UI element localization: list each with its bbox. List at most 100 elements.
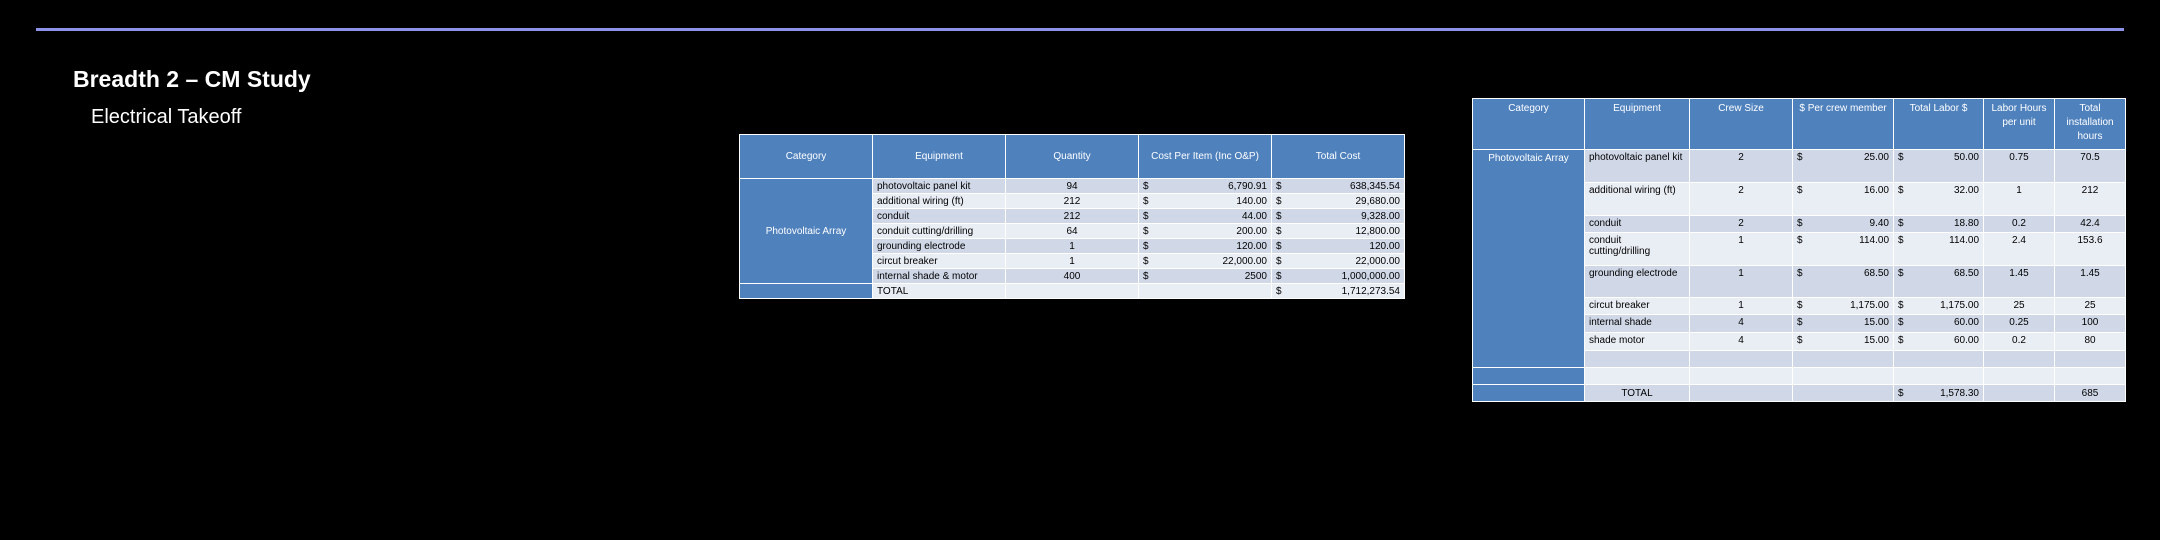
labor-cell: $1,578.30: [1893, 384, 1984, 402]
cost-cell: $120.00: [1138, 238, 1272, 254]
column-header: Category: [1472, 98, 1585, 150]
category-cell: [1472, 384, 1585, 402]
money: $1,175.00: [1797, 300, 1889, 311]
amount: 1,000,000.00: [1341, 270, 1400, 282]
data-row: circut breaker 1 $1,175.00 $1,175.00 25 25: [1473, 297, 2126, 315]
money: $1,578.30: [1898, 388, 1979, 399]
money: $140.00: [1143, 196, 1267, 207]
column-header: Total Labor $: [1893, 98, 1984, 150]
money: $15.00: [1797, 317, 1889, 328]
total-cell: $1,712,273.54: [1271, 283, 1405, 299]
currency-sign: $: [1276, 255, 1282, 267]
crew-cell: 2: [1689, 149, 1793, 183]
total-row: TOTAL $1,712,273.54: [739, 283, 1405, 299]
money: $25.00: [1797, 152, 1889, 163]
money: $120.00: [1143, 241, 1267, 252]
quantity-cell: 1: [1005, 253, 1139, 269]
labor-table: Category Equipment Crew Size $ Per crew mem…: [1472, 98, 2126, 402]
currency-sign: $: [1276, 195, 1282, 207]
amount: 18.80: [1953, 218, 1979, 229]
total-cell: $638,345.54: [1271, 178, 1405, 194]
money: $50.00: [1898, 152, 1979, 163]
crew-cell: 4: [1689, 332, 1793, 351]
install-cell: 1.45: [2054, 265, 2126, 298]
labor-cell: $18.80: [1893, 215, 1984, 233]
empty-cell: [1792, 367, 1894, 385]
equipment-cell: photovoltaic panel kit: [872, 178, 1006, 194]
amount: 12,800.00: [1355, 225, 1401, 237]
data-row: additional wiring (ft) 2 $16.00 $32.00 1 212: [1473, 182, 2126, 216]
currency-sign: $: [1143, 240, 1149, 252]
per-cell: $25.00: [1792, 149, 1894, 183]
equipment-cell: grounding electrode: [1584, 265, 1690, 298]
amount: 638,345.54: [1349, 180, 1400, 192]
equipment-cell: conduit: [1584, 215, 1690, 233]
currency-sign: $: [1898, 300, 1904, 311]
currency-sign: $: [1797, 317, 1803, 328]
header-row: Category Equipment Crew Size $ Per crew mem…: [1472, 98, 2126, 150]
column-header: Cost Per Item (Inc O&P): [1138, 134, 1272, 179]
category-cell: [1472, 367, 1585, 385]
currency-sign: $: [1143, 180, 1149, 192]
header-row: Category Equipment Quantity Cost Per Item (…: [739, 134, 1405, 179]
currency-sign: $: [1797, 185, 1803, 196]
money: $22,000.00: [1143, 256, 1267, 267]
empty-cell: [1893, 350, 1984, 368]
column-header: Category: [739, 134, 873, 179]
equipment-cell: conduit cutting/drilling: [1584, 232, 1690, 266]
total-cell: $22,000.00: [1271, 253, 1405, 269]
top-rule: [36, 28, 2124, 31]
total-cell: $29,680.00: [1271, 193, 1405, 209]
labor-cell: $60.00: [1893, 314, 1984, 333]
amount: 22,000.00: [1355, 255, 1401, 267]
per-cell: $9.40: [1792, 215, 1894, 233]
currency-sign: $: [1898, 235, 1904, 246]
per-cell: $15.00: [1792, 332, 1894, 351]
equipment-cell: circut breaker: [872, 253, 1006, 269]
currency-sign: $: [1797, 300, 1803, 311]
money: $6,790.91: [1143, 181, 1267, 192]
money: $29,680.00: [1276, 196, 1400, 207]
amount: 120.00: [1236, 240, 1267, 252]
install-cell: 100: [2054, 314, 2126, 333]
column-header: Quantity: [1005, 134, 1139, 179]
amount: 9.40: [1869, 218, 1889, 229]
labor-cell: $114.00: [1893, 232, 1984, 266]
amount: 15.00: [1863, 335, 1889, 346]
money: $22,000.00: [1276, 256, 1400, 267]
equipment-cell: internal shade & motor: [872, 268, 1006, 284]
install-cell: 25: [2054, 297, 2126, 315]
amount: 6,790.91: [1228, 180, 1267, 192]
hours-cell: 0.75: [1983, 149, 2055, 183]
equipment-cell: additional wiring (ft): [1584, 182, 1690, 216]
currency-sign: $: [1797, 218, 1803, 229]
currency-sign: $: [1276, 180, 1282, 192]
data-row: conduit 2 $9.40 $18.80 0.2 42.4: [1473, 215, 2126, 233]
cost-table: Category Equipment Quantity Cost Per Item (…: [739, 134, 1405, 299]
cost-cell: $22,000.00: [1138, 253, 1272, 269]
amount: 16.00: [1863, 185, 1889, 196]
total-cell: $120.00: [1271, 238, 1405, 254]
amount: 44.00: [1241, 210, 1267, 222]
amount: 120.00: [1369, 240, 1400, 252]
money: $60.00: [1898, 335, 1979, 346]
equipment-cell: shade motor: [1584, 332, 1690, 351]
column-header: Labor Hours per unit: [1983, 98, 2055, 150]
equipment-cell: circut breaker: [1584, 297, 1690, 315]
empty-cell: [1584, 350, 1690, 368]
total-cell: $1,000,000.00: [1271, 268, 1405, 284]
empty-row: [1472, 367, 2126, 385]
currency-sign: $: [1898, 185, 1904, 196]
currency-sign: $: [1797, 235, 1803, 246]
data-row: grounding electrode 1 $68.50 $68.50 1.45 1.45: [1473, 265, 2126, 298]
total-cell: $12,800.00: [1271, 223, 1405, 239]
empty-cell: [1689, 367, 1793, 385]
install-cell: 153.6: [2054, 232, 2126, 266]
labor-cell: $50.00: [1893, 149, 1984, 183]
currency-sign: $: [1276, 225, 1282, 237]
amount: 68.50: [1953, 268, 1979, 279]
amount: 1,175.00: [1850, 300, 1889, 311]
hours-cell: 0.2: [1983, 215, 2055, 233]
money: $1,712,273.54: [1276, 286, 1400, 297]
column-header: Crew Size: [1689, 98, 1793, 150]
